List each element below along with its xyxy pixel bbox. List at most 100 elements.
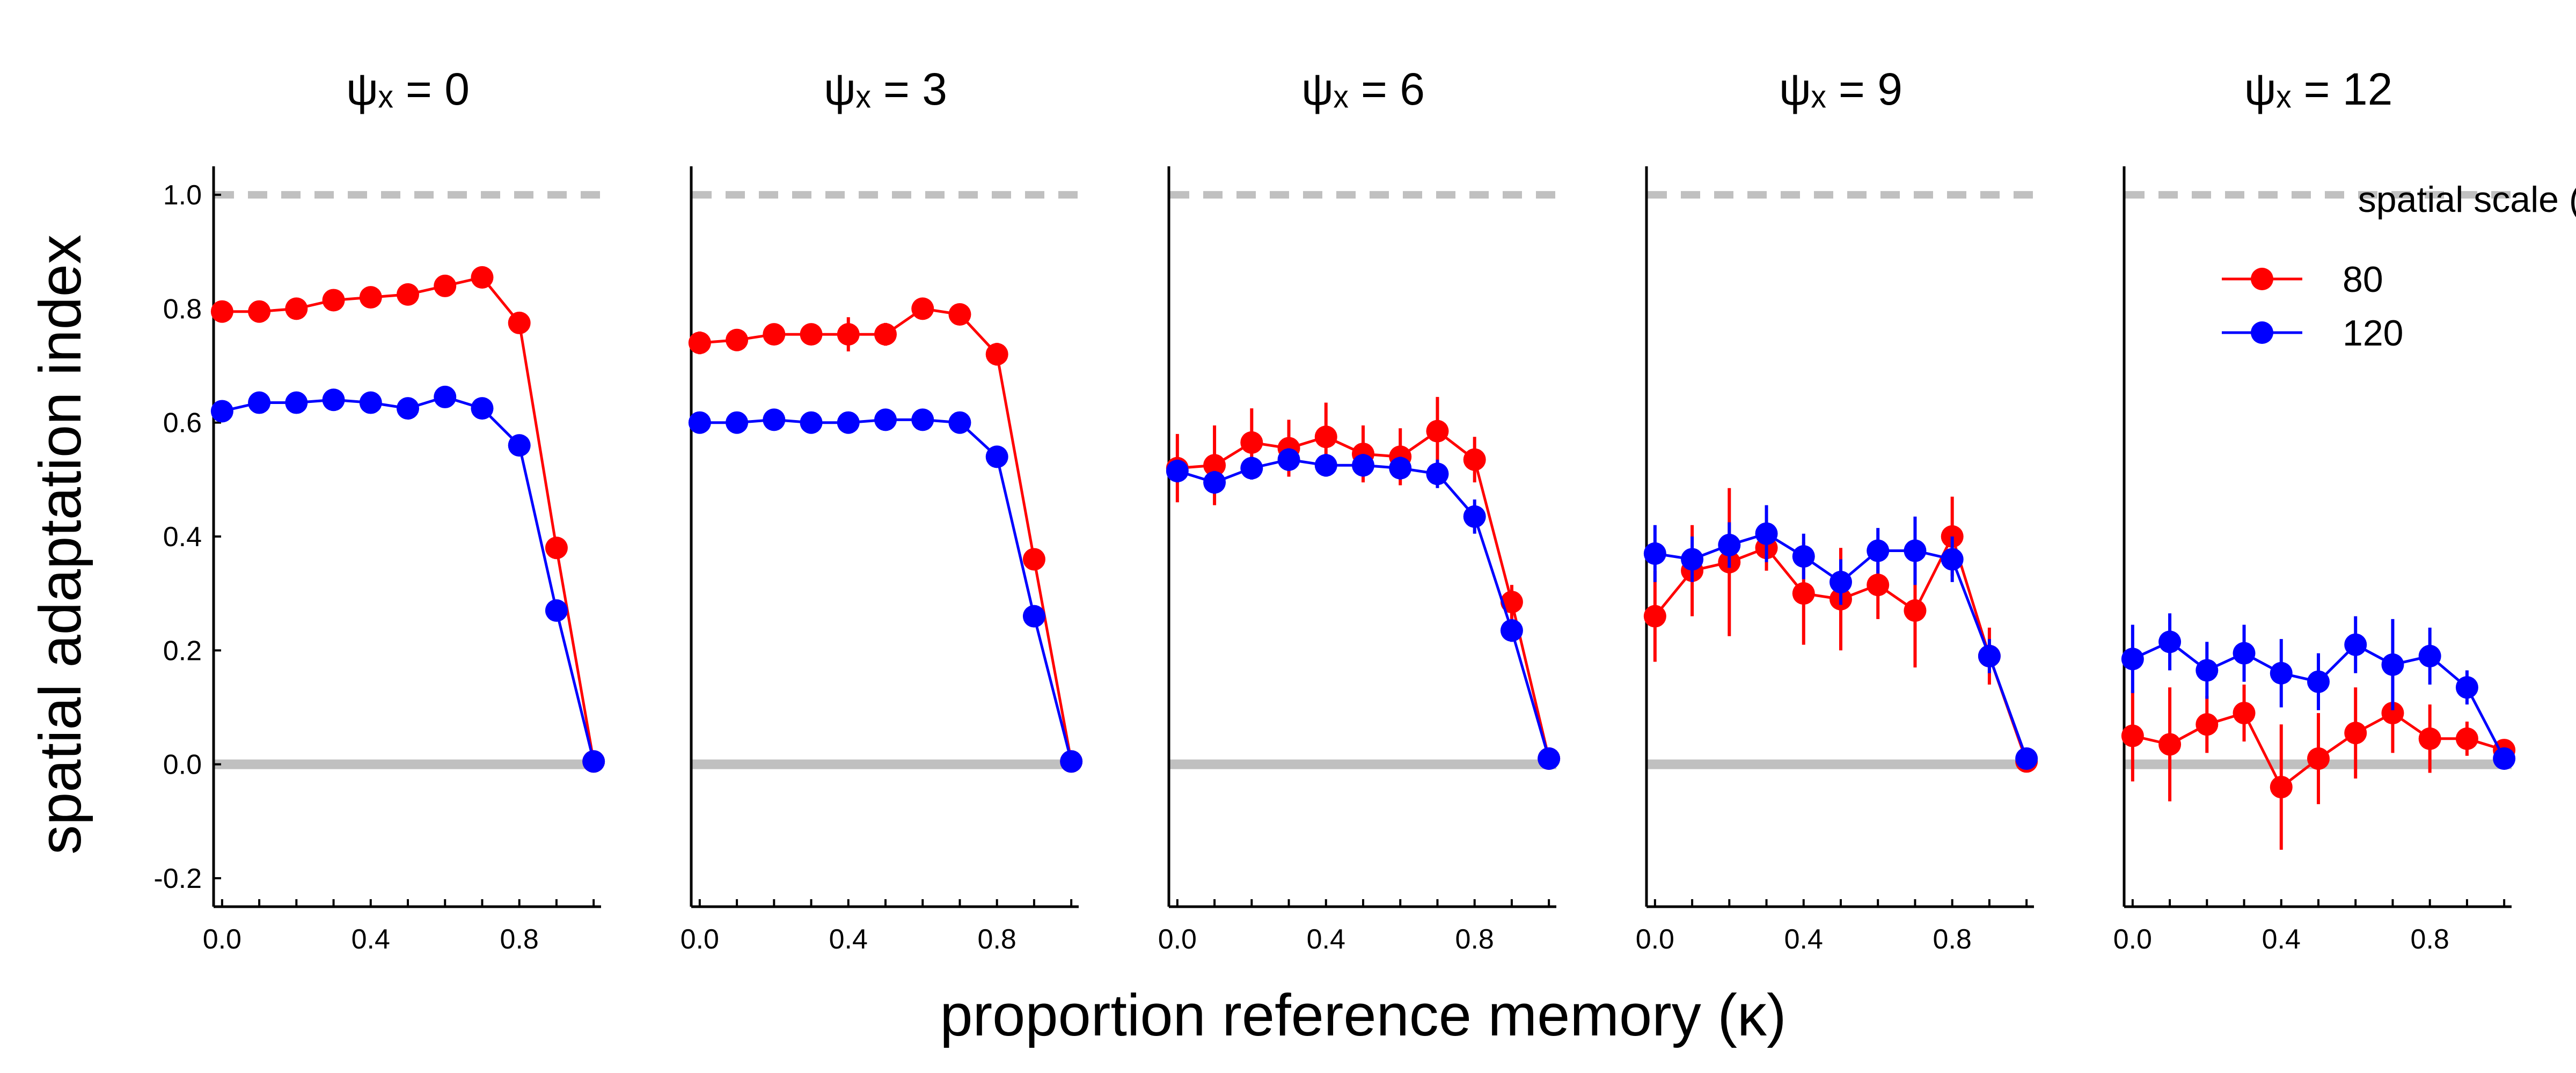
x-tick-label: 0.0	[203, 924, 241, 955]
data-point	[1867, 539, 1890, 562]
data-point	[1867, 574, 1890, 597]
x-tick-label: 0.4	[2262, 924, 2301, 955]
series-80	[210, 266, 605, 773]
data-point	[1022, 605, 1045, 628]
data-point	[2307, 747, 2330, 770]
x-tick-label: 0.4	[352, 924, 390, 955]
data-point	[1681, 548, 1704, 571]
data-point	[985, 445, 1008, 468]
panel-title: ψₓ = 6	[1301, 64, 1425, 114]
data-point	[1240, 431, 1263, 454]
data-point	[545, 599, 568, 622]
data-point	[1426, 462, 1449, 486]
data-point	[2418, 644, 2441, 667]
data-point	[1352, 454, 1374, 477]
series-120	[1166, 448, 1561, 770]
data-point	[2344, 722, 2367, 745]
x-tick-label: 0.4	[1307, 924, 1345, 955]
data-point	[911, 408, 934, 431]
data-point	[1203, 471, 1226, 494]
data-point	[948, 411, 971, 434]
y-tick-label: 0.2	[163, 635, 202, 666]
data-point	[210, 300, 233, 323]
data-point	[763, 323, 786, 346]
data-point	[359, 391, 382, 414]
data-point	[397, 397, 419, 420]
data-point	[1829, 570, 1852, 593]
data-point	[2381, 702, 2404, 725]
panel-title: ψₓ = 9	[1779, 64, 1902, 114]
legend: spatial scale (λ) 80 120	[2222, 179, 2576, 354]
data-point	[508, 434, 531, 457]
x-axis-label: proportion reference memory (κ)	[940, 982, 1786, 1048]
data-point	[2455, 676, 2478, 699]
x-tick-label: 0.8	[978, 924, 1016, 955]
data-point	[545, 536, 568, 560]
series-80	[1166, 396, 1561, 770]
panel-0: 0.0 0.4 0.8-0.20.00.20.40.60.81.0ψₓ = 0	[153, 64, 605, 955]
data-point	[985, 343, 1008, 366]
data-point	[434, 385, 457, 408]
legend-label: 120	[2343, 313, 2403, 354]
data-point	[2233, 642, 2256, 665]
legend-title: spatial scale (λ)	[2358, 179, 2576, 220]
data-point	[1463, 448, 1486, 471]
x-tick-label: 0.4	[829, 924, 868, 955]
data-point	[1426, 420, 1449, 443]
data-point	[1060, 750, 1083, 773]
panel-3: 0.0 0.4 0.8 ψₓ = 9	[1636, 64, 2038, 955]
data-point	[1538, 747, 1561, 770]
panel-4: 0.0 0.4 0.8 ψₓ = 12	[2113, 64, 2516, 955]
x-tick-label: 0.0	[2113, 924, 2152, 955]
series-80	[688, 297, 1083, 773]
data-point	[471, 266, 494, 289]
data-point	[322, 289, 345, 312]
data-point	[837, 411, 860, 434]
series-120	[210, 385, 605, 773]
panel-title: ψₓ = 0	[346, 64, 470, 114]
series-120	[688, 408, 1083, 773]
data-point	[2196, 713, 2219, 736]
y-axis-label: spatial adaptation index	[27, 234, 93, 855]
data-point	[2270, 776, 2293, 799]
data-point	[1203, 454, 1226, 477]
data-point	[726, 328, 749, 351]
data-point	[800, 411, 823, 434]
data-point	[2158, 733, 2182, 756]
data-point	[508, 311, 531, 334]
data-point	[948, 303, 971, 326]
data-point	[1718, 533, 1741, 556]
legend-entry-120: 120	[2222, 313, 2403, 354]
data-point	[2015, 747, 2038, 770]
data-point	[1463, 505, 1486, 528]
data-point	[1643, 605, 1666, 628]
data-point	[2121, 724, 2144, 747]
data-point	[2418, 727, 2441, 750]
data-point	[1166, 459, 1189, 482]
data-point	[2307, 670, 2330, 693]
data-point	[688, 332, 711, 355]
data-point	[248, 391, 271, 414]
y-tick-label: 0.6	[163, 408, 202, 439]
data-point	[2121, 648, 2144, 671]
legend-label: 80	[2343, 259, 2383, 300]
x-tick-label: 0.8	[1455, 924, 1494, 955]
data-point	[1941, 548, 1964, 571]
x-tick-label: 0.0	[1636, 924, 1674, 955]
y-tick-label: 0.4	[163, 521, 202, 553]
data-point	[1240, 457, 1263, 480]
data-point	[285, 391, 308, 414]
data-point	[1978, 644, 2001, 667]
data-point	[1792, 545, 1815, 568]
data-point	[1389, 457, 1412, 480]
series-line	[222, 395, 595, 762]
data-point	[2381, 653, 2404, 676]
y-tick-label: 0.0	[163, 749, 202, 781]
panel-2: 0.0 0.4 0.8 ψₓ = 6	[1158, 64, 1561, 955]
data-point	[1792, 582, 1815, 605]
data-point	[2455, 727, 2478, 750]
data-point	[1314, 425, 1337, 449]
data-point	[322, 388, 345, 411]
x-tick-label: 0.8	[2411, 924, 2449, 955]
legend-entry-80: 80	[2222, 259, 2383, 300]
